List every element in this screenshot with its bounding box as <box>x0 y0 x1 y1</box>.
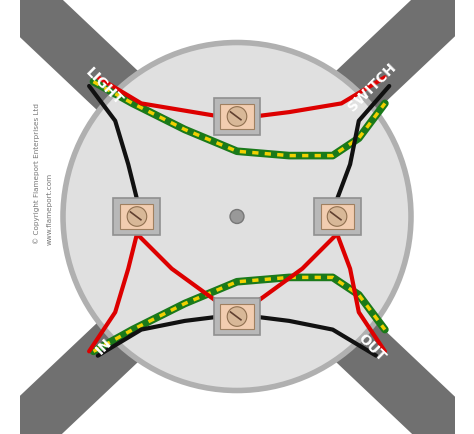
Text: SWITCH: SWITCH <box>345 60 399 114</box>
Polygon shape <box>296 283 474 434</box>
Circle shape <box>230 210 244 224</box>
Polygon shape <box>0 0 178 151</box>
FancyBboxPatch shape <box>120 204 154 230</box>
FancyBboxPatch shape <box>213 99 261 135</box>
Circle shape <box>227 107 247 127</box>
Polygon shape <box>0 283 178 434</box>
FancyBboxPatch shape <box>220 304 254 329</box>
Text: LIGHT: LIGHT <box>83 66 126 108</box>
Circle shape <box>227 307 247 326</box>
FancyBboxPatch shape <box>220 105 254 130</box>
Text: www.flameport.com: www.flameport.com <box>47 172 53 244</box>
Circle shape <box>127 207 147 227</box>
Text: OUT: OUT <box>356 331 388 364</box>
Polygon shape <box>296 0 474 151</box>
Text: © Copyright Flameport Enterprises Ltd: © Copyright Flameport Enterprises Ltd <box>34 103 40 244</box>
FancyBboxPatch shape <box>314 199 361 235</box>
Circle shape <box>327 207 347 227</box>
Text: IN: IN <box>93 334 115 356</box>
Circle shape <box>63 43 411 391</box>
FancyBboxPatch shape <box>213 299 261 335</box>
FancyBboxPatch shape <box>113 199 160 235</box>
FancyBboxPatch shape <box>320 204 354 230</box>
